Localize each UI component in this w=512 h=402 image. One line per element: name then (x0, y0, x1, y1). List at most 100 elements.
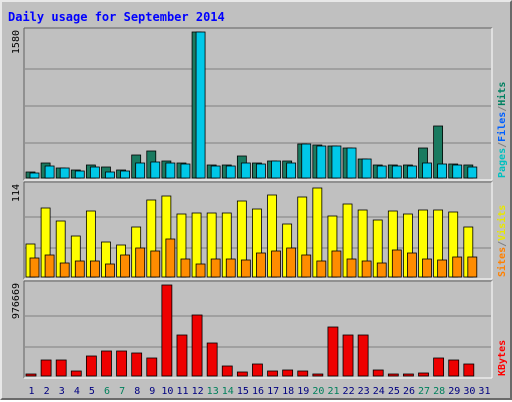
bar-kbytes-day-21 (327, 326, 339, 377)
bar-sites-day-4 (74, 260, 85, 278)
day-label: 17 (267, 386, 279, 397)
day-label: 29 (448, 386, 460, 397)
axis-max-label: 1580 (11, 30, 22, 54)
bar-sites-day-19 (301, 254, 312, 278)
legend-entry: / (497, 142, 508, 148)
day-label: 10 (161, 386, 173, 397)
bar-sites-day-14 (225, 258, 236, 278)
day-label: 16 (252, 386, 264, 397)
bar-sites-day-18 (286, 247, 297, 278)
day-label: 31 (478, 386, 490, 397)
bar-sites-day-21 (331, 250, 342, 278)
axis-max-label: 976669 (11, 283, 22, 319)
day-label: 9 (149, 386, 155, 397)
bar-kbytes-day-9 (146, 357, 158, 377)
bar-sites-day-9 (150, 250, 161, 278)
series-files (29, 31, 478, 179)
day-label: 18 (282, 386, 294, 397)
bar-files-day-9 (150, 161, 161, 179)
bar-sites-day-28 (437, 259, 448, 278)
bar-files-day-5 (89, 166, 100, 179)
bar-kbytes-day-3 (55, 359, 67, 377)
bar-kbytes-day-19 (297, 370, 309, 377)
bar-sites-day-27 (422, 258, 432, 278)
bar-sites-day-6 (105, 263, 115, 278)
bar-sites-day-10 (165, 238, 176, 278)
bar-files-day-30 (467, 166, 478, 179)
bar-kbytes-day-10 (161, 284, 173, 377)
bar-kbytes-day-11 (176, 334, 188, 377)
day-label: 23 (358, 386, 370, 397)
bar-sites-day-13 (210, 258, 221, 278)
legend-entry: Visits (496, 205, 508, 241)
bar-files-day-29 (452, 164, 463, 179)
bar-files-day-26 (407, 165, 417, 179)
bar-kbytes-day-2 (40, 359, 52, 377)
panel-2: 114 Sites/Visits (11, 181, 508, 280)
bar-kbytes-day-26 (403, 373, 414, 377)
bar-sites-day-17 (271, 250, 281, 278)
bar-sites-day-12 (195, 263, 206, 278)
bar-files-day-27 (422, 162, 432, 179)
bar-files-day-15 (240, 162, 251, 179)
bar-sites-day-22 (346, 258, 357, 278)
bar-kbytes-day-8 (131, 352, 143, 377)
bar-sites-day-26 (407, 252, 417, 278)
day-label: 24 (373, 386, 385, 397)
bar-kbytes-day-30 (463, 363, 475, 377)
legend-entry: / (497, 241, 508, 247)
bar-kbytes-day-12 (191, 314, 203, 377)
plot-area (24, 28, 492, 180)
day-label: 2 (44, 386, 50, 397)
bar-files-day-18 (286, 162, 297, 179)
day-label: 6 (104, 386, 110, 397)
legend-entry: Sites (496, 247, 508, 277)
bar-files-day-12 (195, 31, 206, 179)
legend-entry: Files (496, 112, 508, 142)
day-label: 4 (74, 386, 80, 397)
bar-files-day-21 (331, 145, 342, 179)
day-label: 14 (222, 386, 234, 397)
bar-kbytes-day-17 (267, 370, 278, 377)
bar-sites-day-23 (361, 260, 372, 278)
bar-files-day-13 (210, 165, 221, 179)
bar-kbytes-day-18 (282, 369, 294, 377)
bar-files-day-3 (59, 167, 70, 179)
bar-sites-day-16 (256, 252, 266, 278)
bar-kbytes-day-28 (433, 357, 445, 377)
bar-files-day-16 (256, 163, 266, 179)
bar-files-day-1 (29, 172, 40, 179)
bar-files-day-22 (346, 147, 357, 179)
bar-sites-day-20 (316, 260, 327, 278)
day-label: 28 (433, 386, 445, 397)
bar-kbytes-day-4 (70, 370, 82, 377)
bar-sites-day-3 (59, 262, 70, 278)
panel-3: 976669 KBytes (11, 280, 508, 379)
bar-sites-day-5 (89, 260, 100, 278)
bar-kbytes-day-13 (206, 342, 218, 377)
bar-kbytes-day-27 (418, 372, 429, 377)
day-label: 19 (297, 386, 309, 397)
legend: Sites/Visits (496, 205, 508, 277)
day-label: 27 (418, 386, 430, 397)
axis-max-label: 114 (11, 184, 22, 202)
day-label: 12 (192, 386, 204, 397)
bar-sites-day-2 (44, 254, 55, 278)
bar-files-day-19 (301, 143, 312, 179)
bar-files-day-24 (376, 165, 387, 179)
bar-kbytes-day-25 (387, 373, 399, 377)
bar-files-day-6 (105, 171, 115, 179)
bar-kbytes-day-14 (221, 365, 233, 377)
bar-files-day-7 (120, 170, 130, 179)
bar-kbytes-day-24 (372, 369, 384, 377)
day-label: 8 (134, 386, 140, 397)
bar-sites-day-25 (391, 249, 402, 278)
series-kbytes (25, 284, 475, 377)
day-label: 7 (119, 386, 125, 397)
legend-entry: KBytes (497, 340, 508, 376)
bar-kbytes-day-23 (357, 334, 369, 377)
chart-panels: 1580Pages/Files/Hits114Sites/Visits97666… (11, 27, 508, 379)
legend: KBytes (497, 340, 508, 376)
